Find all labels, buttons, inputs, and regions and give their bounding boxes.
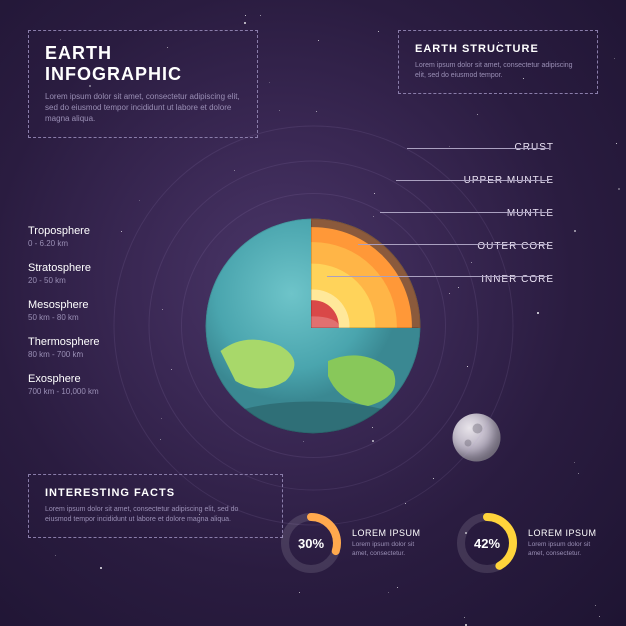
donut: 42% [456, 512, 518, 574]
chart-desc: Lorem ipsum dolor sit amet, consectetur. [528, 541, 606, 558]
facts-title: INTERESTING FACTS [45, 487, 266, 499]
title-box: EARTH INFOGRAPHIC Lorem ipsum dolor sit … [28, 30, 258, 138]
leader-line [380, 212, 549, 213]
structure-box: EARTH STRUCTURE Lorem ipsum dolor sit am… [398, 30, 598, 94]
donut-pct: 30% [280, 512, 342, 574]
leader-line [358, 244, 549, 245]
layer-labels: CRUSTUPPER MUNTLEMUNTLEOUTER COREINNER C… [424, 142, 554, 307]
main-body: Lorem ipsum dolor sit amet, consectetur … [45, 91, 241, 125]
layer-label: MUNTLE [424, 208, 554, 219]
chart-desc: Lorem ipsum dolor sit amet, consectetur. [352, 541, 430, 558]
structure-body: Lorem ipsum dolor sit amet, consectetur … [415, 61, 581, 81]
orbit-ring [181, 193, 446, 458]
donut-pct: 42% [456, 512, 518, 574]
charts-row: 30% LOREM IPSUM Lorem ipsum dolor sit am… [280, 512, 606, 574]
facts-box: INTERESTING FACTS Lorem ipsum dolor sit … [28, 474, 283, 538]
layer-label: OUTER CORE [424, 241, 554, 252]
facts-body: Lorem ipsum dolor sit amet, consectetur … [45, 505, 266, 525]
chart-title: LOREM IPSUM [528, 528, 606, 538]
donut: 30% [280, 512, 342, 574]
earth-diagram [206, 218, 421, 433]
leader-line [327, 276, 549, 277]
leader-line [407, 148, 549, 149]
main-title: EARTH INFOGRAPHIC [45, 43, 241, 85]
donut-chart: 30% LOREM IPSUM Lorem ipsum dolor sit am… [280, 512, 430, 574]
donut-chart: 42% LOREM IPSUM Lorem ipsum dolor sit am… [456, 512, 606, 574]
leader-line [396, 180, 549, 181]
structure-title: EARTH STRUCTURE [415, 43, 581, 55]
chart-title: LOREM IPSUM [352, 528, 430, 538]
